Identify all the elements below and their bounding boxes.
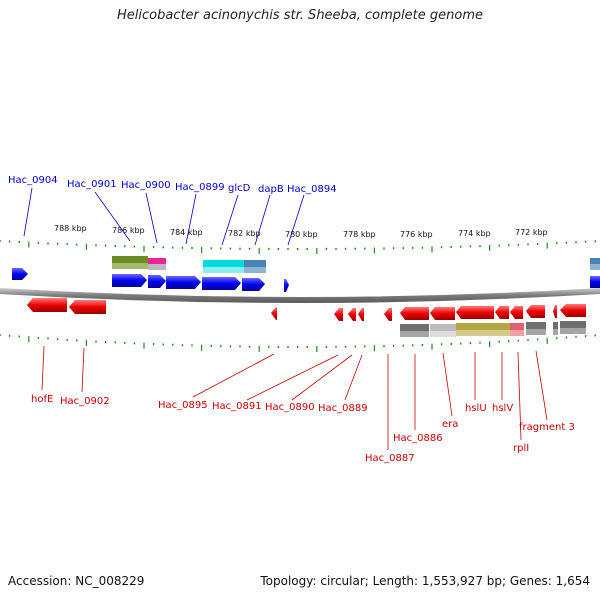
- kbp-label-784: 784 kbp: [170, 228, 203, 237]
- feature-block[interactable]: [553, 329, 558, 335]
- gene-label-hac-0899[interactable]: Hac_0899: [175, 182, 225, 193]
- feature-block[interactable]: [430, 331, 456, 337]
- reverse-gene-arrow[interactable]: [69, 300, 106, 314]
- gene-label-hac-0889[interactable]: Hac_0889: [318, 403, 368, 414]
- reverse-gene-labels: hofE Hac_0902 Hac_0895 Hac_0891 Hac_0890…: [31, 394, 575, 464]
- feature-block[interactable]: [510, 323, 524, 330]
- reverse-gene-arrow[interactable]: [348, 308, 356, 321]
- forward-genes: [12, 268, 600, 292]
- reverse-feature-blocks: [400, 321, 586, 337]
- gene-label-hac-0902[interactable]: Hac_0902: [60, 396, 110, 407]
- kbp-label-774: 774 kbp: [458, 229, 491, 238]
- forward-gene-arrow[interactable]: [590, 276, 600, 288]
- feature-block[interactable]: [526, 329, 546, 335]
- reverse-gene-arrow[interactable]: [358, 308, 364, 321]
- gene-label-hac-0886[interactable]: Hac_0886: [393, 433, 443, 444]
- kbp-label-782: 782 kbp: [228, 229, 261, 238]
- gene-label-glcd[interactable]: glcD: [228, 183, 251, 194]
- reverse-genes: [27, 298, 586, 321]
- forward-gene-arrow[interactable]: [242, 278, 265, 291]
- gene-label-hslv[interactable]: hslV: [492, 403, 513, 414]
- forward-gene-labels: Hac_0904 Hac_0901 Hac_0900 Hac_0899 glcD…: [8, 175, 337, 195]
- forward-gene-arrow[interactable]: [148, 275, 166, 288]
- forward-gene-arrow[interactable]: [166, 276, 201, 289]
- gene-label-rpli[interactable]: rplI: [513, 443, 529, 454]
- forward-gene-arrow[interactable]: [112, 274, 147, 287]
- feature-block[interactable]: [560, 321, 586, 328]
- gene-label-era[interactable]: era: [442, 419, 458, 430]
- forward-gene-arrow[interactable]: [284, 279, 289, 292]
- gene-label-hac-0887[interactable]: Hac_0887: [365, 453, 415, 464]
- feature-block[interactable]: [400, 331, 429, 337]
- feature-block[interactable]: [112, 263, 148, 269]
- feature-block[interactable]: [456, 330, 510, 336]
- feature-block[interactable]: [244, 267, 266, 273]
- reverse-gene-arrow[interactable]: [495, 306, 509, 319]
- genome-summary-text: Topology: circular; Length: 1,553,927 bp…: [260, 574, 590, 588]
- gene-label-hac-0904[interactable]: Hac_0904: [8, 175, 58, 186]
- reverse-gene-arrow[interactable]: [553, 305, 557, 318]
- forward-gene-arrow[interactable]: [12, 268, 28, 280]
- kbp-label-776: 776 kbp: [400, 230, 433, 239]
- gene-label-hac-0895[interactable]: Hac_0895: [158, 400, 208, 411]
- feature-block[interactable]: [148, 258, 166, 264]
- kbp-label-788: 788 kbp: [54, 224, 87, 233]
- feature-block[interactable]: [112, 256, 148, 263]
- genome-backbone: [0, 288, 600, 303]
- gene-label-dapb[interactable]: dapB: [258, 184, 284, 195]
- kbp-label-786: 786 kbp: [112, 226, 145, 235]
- reverse-gene-arrow[interactable]: [384, 308, 392, 321]
- gene-label-hofe[interactable]: hofE: [31, 394, 53, 405]
- feature-block[interactable]: [510, 330, 524, 336]
- gene-label-hac-0894[interactable]: Hac_0894: [287, 184, 337, 195]
- gene-label-hac-0891[interactable]: Hac_0891: [212, 401, 262, 412]
- feature-block[interactable]: [553, 322, 558, 329]
- reverse-gene-arrow[interactable]: [430, 307, 455, 320]
- feature-block[interactable]: [400, 324, 429, 331]
- reverse-leader-lines: [41, 345, 548, 450]
- reverse-gene-arrow[interactable]: [27, 298, 67, 312]
- feature-block[interactable]: [244, 260, 266, 267]
- bottom-scale-ticks: [0, 334, 596, 352]
- feature-block[interactable]: [456, 323, 510, 330]
- feature-block[interactable]: [148, 264, 166, 270]
- feature-block[interactable]: [203, 260, 244, 267]
- feature-block[interactable]: [590, 258, 600, 264]
- gene-label-fragment-3[interactable]: fragment 3: [519, 422, 575, 433]
- forward-leader-lines: [23, 187, 305, 246]
- feature-block[interactable]: [430, 324, 456, 331]
- reverse-gene-arrow[interactable]: [526, 305, 545, 318]
- gene-label-hac-0901[interactable]: Hac_0901: [67, 179, 117, 190]
- feature-block[interactable]: [560, 328, 586, 334]
- top-scale-ticks: [0, 240, 596, 254]
- gene-label-hslu[interactable]: hslU: [465, 403, 487, 414]
- reverse-gene-arrow[interactable]: [400, 307, 429, 320]
- reverse-gene-arrow[interactable]: [456, 306, 494, 319]
- kbp-label-780: 780 kbp: [285, 230, 318, 239]
- feature-block[interactable]: [526, 322, 546, 329]
- reverse-gene-arrow[interactable]: [334, 308, 343, 321]
- kbp-labels: 788 kbp 786 kbp 784 kbp 782 kbp 780 kbp …: [54, 224, 548, 239]
- kbp-label-772: 772 kbp: [515, 228, 548, 237]
- forward-feature-blocks: [112, 256, 600, 273]
- reverse-gene-arrow[interactable]: [560, 304, 586, 317]
- kbp-label-778: 778 kbp: [343, 230, 376, 239]
- gene-label-hac-0890[interactable]: Hac_0890: [265, 402, 315, 413]
- feature-block[interactable]: [590, 264, 600, 270]
- gene-label-hac-0900[interactable]: Hac_0900: [121, 180, 171, 191]
- forward-gene-arrow[interactable]: [202, 277, 241, 290]
- reverse-gene-arrow[interactable]: [271, 307, 277, 320]
- accession-text: Accession: NC_008229: [8, 574, 145, 588]
- map-title: Helicobacter acinonychis str. Sheeba, co…: [116, 8, 483, 23]
- feature-block[interactable]: [203, 267, 244, 273]
- reverse-gene-arrow[interactable]: [510, 306, 523, 319]
